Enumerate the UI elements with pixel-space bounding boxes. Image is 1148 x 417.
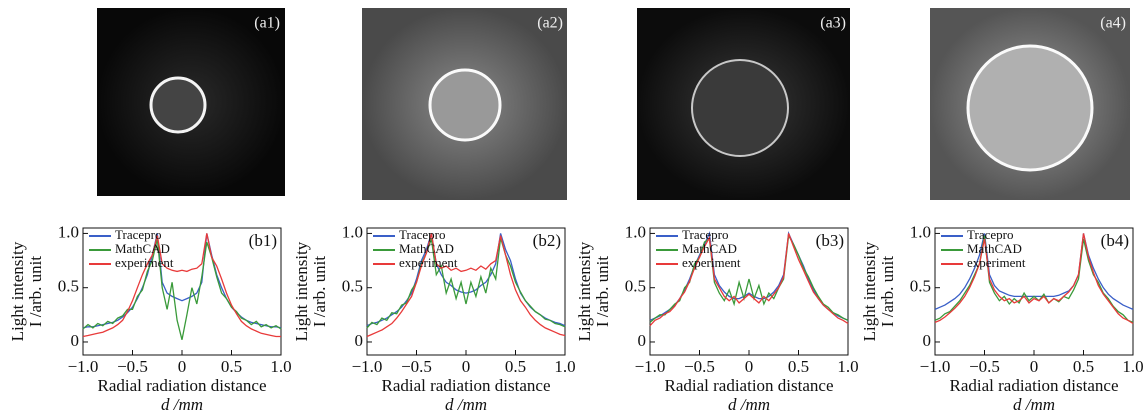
y-axis-label: I /arb. unit xyxy=(593,256,612,328)
y-tick-label: 0.5 xyxy=(342,277,363,296)
x-tick-label: −1.0 xyxy=(352,357,383,376)
y-tick-label: 1.0 xyxy=(625,222,646,241)
y-axis-label: I /arb. unit xyxy=(26,256,45,328)
x-tick-label: −0.5 xyxy=(684,357,715,376)
x-tick-label: 0.5 xyxy=(788,357,809,376)
series-line xyxy=(366,233,566,338)
x-axis-label: Radial radiation distance xyxy=(98,376,267,395)
legend-label: experiment xyxy=(115,255,174,270)
legend-label: experiment xyxy=(967,255,1026,270)
x-tick-label: −1.0 xyxy=(635,357,666,376)
x-tick-label: 0.5 xyxy=(221,357,242,376)
series-line xyxy=(934,235,1134,323)
x-tick-label: 1.0 xyxy=(270,357,291,376)
legend-label: MathCAD xyxy=(967,241,1022,256)
image-a2: (a2) xyxy=(362,8,567,200)
y-tick-label: 0 xyxy=(71,331,80,350)
legend-label: Tracepro xyxy=(399,227,445,242)
image-a4: (a4) xyxy=(930,8,1130,200)
legend-label: MathCAD xyxy=(682,241,737,256)
series-line xyxy=(82,233,281,338)
panel-label: (b4) xyxy=(1101,231,1129,250)
panel-label: (b2) xyxy=(533,231,561,250)
y-tick-label: 0 xyxy=(923,331,932,350)
x-tick-label: −1.0 xyxy=(68,357,99,376)
x-axis-label: d /mm xyxy=(161,395,203,414)
x-tick-label: −0.5 xyxy=(401,357,432,376)
legend-label: Tracepro xyxy=(115,227,161,242)
x-axis-label: Radial radiation distance xyxy=(382,376,551,395)
series-line xyxy=(649,233,849,323)
x-tick-label: −0.5 xyxy=(969,357,1000,376)
y-tick-label: 0 xyxy=(638,331,647,350)
x-tick-label: −0.5 xyxy=(117,357,148,376)
x-axis-label: d /mm xyxy=(728,395,770,414)
x-axis-label: d /mm xyxy=(445,395,487,414)
y-axis-label: I /arb. unit xyxy=(878,256,897,328)
y-tick-label: 1.0 xyxy=(910,222,931,241)
legend-label: experiment xyxy=(399,255,458,270)
y-axis-label: I /arb. unit xyxy=(310,256,329,328)
x-tick-label: 0 xyxy=(745,357,754,376)
legend-label: MathCAD xyxy=(115,241,170,256)
y-tick-label: 0.5 xyxy=(910,277,931,296)
series-line xyxy=(649,233,849,327)
x-tick-label: 0.5 xyxy=(505,357,526,376)
y-axis-label: Light intensity xyxy=(575,241,594,341)
image-label: (a3) xyxy=(820,15,846,32)
y-tick-label: 0.5 xyxy=(625,277,646,296)
image-label: (a2) xyxy=(537,15,563,32)
x-tick-label: −1.0 xyxy=(920,357,951,376)
series-line xyxy=(934,233,1134,325)
panel-label: (b1) xyxy=(249,231,277,250)
x-tick-label: 1.0 xyxy=(1122,357,1143,376)
image-label: (a1) xyxy=(254,15,280,32)
x-tick-label: 0 xyxy=(462,357,471,376)
y-tick-label: 0 xyxy=(355,331,364,350)
image-a3: (a3) xyxy=(637,8,850,200)
panel-label: (b3) xyxy=(816,231,844,250)
legend-label: Tracepro xyxy=(682,227,728,242)
x-tick-label: 1.0 xyxy=(554,357,575,376)
x-axis-label: Radial radiation distance xyxy=(950,376,1119,395)
y-tick-label: 1.0 xyxy=(342,222,363,241)
x-tick-label: 0 xyxy=(178,357,187,376)
image-a1: (a1) xyxy=(97,8,285,196)
series-line xyxy=(366,237,566,329)
x-tick-label: 0 xyxy=(1030,357,1039,376)
legend-label: experiment xyxy=(682,255,741,270)
y-axis-label: Light intensity xyxy=(292,241,311,341)
legend-label: Tracepro xyxy=(967,227,1013,242)
x-tick-label: 0.5 xyxy=(1073,357,1094,376)
series-line xyxy=(82,238,282,340)
y-axis-label: Light intensity xyxy=(860,241,879,341)
y-tick-label: 0.5 xyxy=(58,277,79,296)
legend-label: MathCAD xyxy=(399,241,454,256)
y-axis-label: Light intensity xyxy=(8,241,27,341)
y-tick-label: 1.0 xyxy=(58,222,79,241)
x-axis-label: Radial radiation distance xyxy=(665,376,834,395)
x-axis-label: d /mm xyxy=(1013,395,1055,414)
image-label: (a4) xyxy=(1100,15,1126,32)
x-tick-label: 1.0 xyxy=(837,357,858,376)
